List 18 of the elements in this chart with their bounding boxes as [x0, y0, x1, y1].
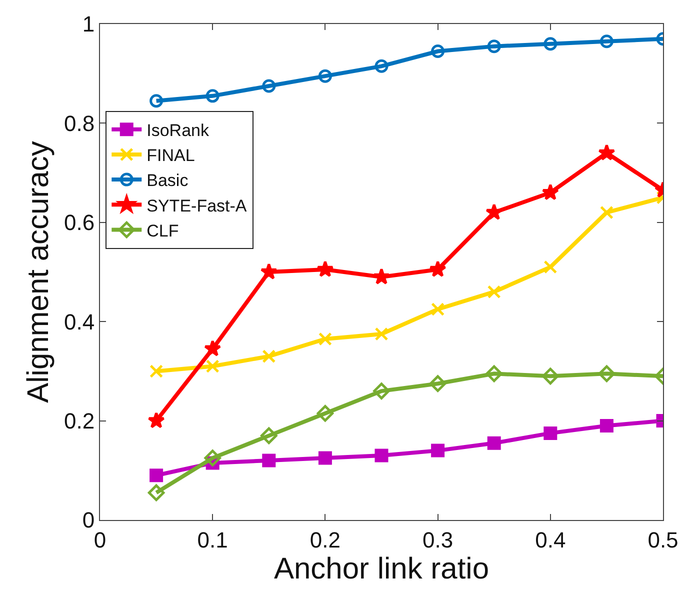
- x-tick-label: 0.5: [648, 527, 678, 552]
- x-tick-label: 0.2: [310, 527, 340, 552]
- legend-label: SYTE-Fast-A: [146, 196, 248, 216]
- x-tick-label: 0.4: [535, 527, 566, 552]
- legend-label: CLF: [146, 221, 179, 240]
- y-tick-label: 0.2: [64, 408, 95, 434]
- x-tick-label: 0.1: [197, 527, 228, 552]
- y-tick-label: 0.4: [64, 309, 95, 334]
- legend-label: Basic: [146, 171, 189, 190]
- y-tick-label: 0: [82, 508, 95, 533]
- legend-label: FINAL: [146, 146, 195, 166]
- x-axis-title: Anchor link ratio: [274, 552, 490, 586]
- y-tick-label: 1: [82, 12, 95, 37]
- x-tick-label: 0.3: [422, 527, 454, 552]
- y-tick-label: 0.8: [64, 110, 95, 136]
- legend-label: IsoRank: [146, 120, 210, 140]
- y-axis-title: Alignment accuracy: [22, 141, 56, 403]
- y-tick-label: 0.6: [64, 210, 95, 236]
